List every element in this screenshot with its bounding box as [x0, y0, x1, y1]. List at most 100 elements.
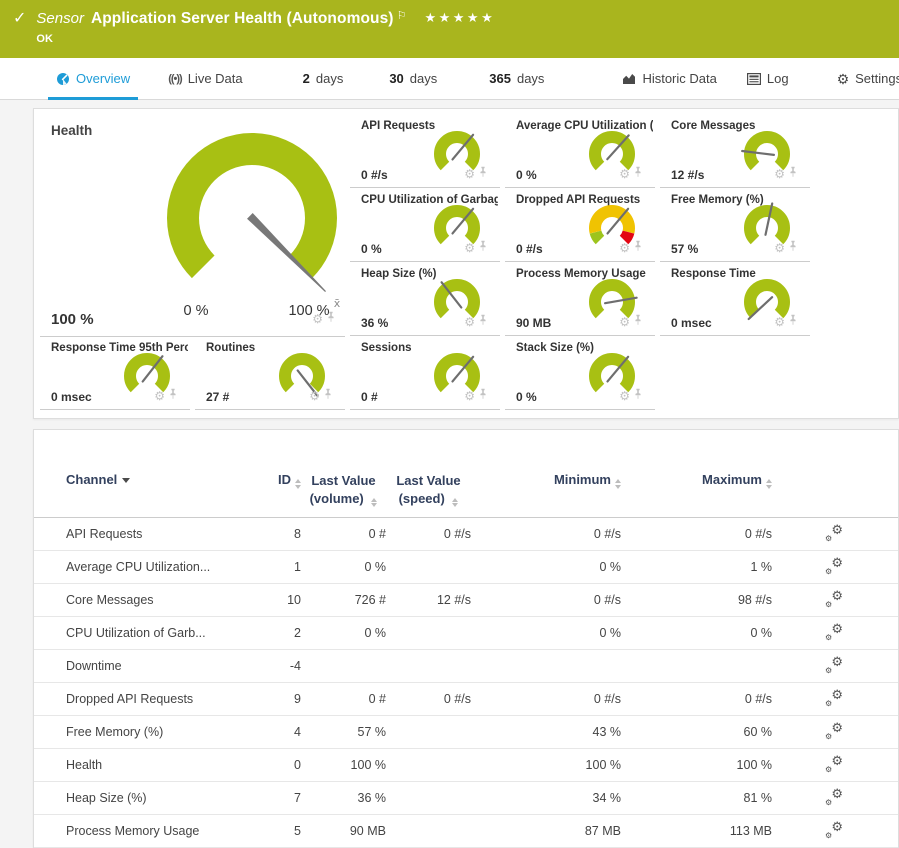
gauge-pin-icon[interactable] — [634, 165, 642, 183]
gauge-value: 36 % — [361, 316, 389, 330]
column-header-(volume)[interactable]: Last Value (volume) — [301, 472, 386, 508]
column-header-Maximum[interactable]: Maximum — [621, 472, 772, 489]
chart-icon — [622, 73, 636, 85]
gauge-settings-gear-icon[interactable]: ⚙ — [774, 167, 785, 181]
channel-settings-icon[interactable]: ⚙ ⚙ — [825, 587, 843, 609]
channel-settings-icon[interactable]: ⚙ ⚙ — [825, 686, 843, 708]
gauge-pin-icon[interactable] — [634, 313, 642, 331]
cell-actions: ⚙ ⚙ — [772, 620, 896, 643]
tab-settings[interactable]: ⚙ Settings — [829, 58, 899, 99]
channel-settings-icon[interactable]: ⚙ ⚙ — [825, 521, 843, 543]
gauge-cell-icons: ⚙ — [464, 313, 487, 331]
gauge-label: Dropped API Requests — [516, 194, 641, 206]
cell-max: 98 #/s — [737, 593, 772, 608]
gauge-value: 0 msec — [51, 390, 92, 404]
gauge-pin-icon[interactable] — [169, 387, 177, 405]
channel-settings-icon[interactable]: ⚙ ⚙ — [825, 620, 843, 642]
gauge-pin-icon[interactable] — [327, 310, 335, 328]
channel-settings-icon[interactable]: ⚙ ⚙ — [825, 818, 843, 840]
table-row: Free Memory (%) 4 57 % 43 % 60 % ⚙ ⚙ — [34, 716, 898, 750]
channel-settings-icon[interactable]: ⚙ ⚙ — [825, 752, 843, 774]
small-bottom-0-gauge-cell: Response Time 95th Percentile 0 msec ⚙ — [40, 337, 190, 410]
table-row: Process Memory Usage 5 90 MB 87 MB 113 MB ⚙ ⚙ — [34, 815, 898, 848]
gauge-settings-gear-icon[interactable]: ⚙ — [774, 315, 785, 329]
gauge-pin-icon[interactable] — [789, 239, 797, 257]
gauge-pin-icon[interactable] — [634, 387, 642, 405]
small-top-6-gauge-cell: Heap Size (%) 36 % ⚙ — [350, 263, 500, 336]
cell-min: 100 % — [585, 758, 621, 773]
gauge-cell-icons: ⚙ — [774, 313, 797, 331]
gauge-label: Free Memory (%) — [671, 194, 764, 206]
table-row: API Requests 8 0 # 0 #/s 0 #/s 0 #/s ⚙ ⚙ — [34, 518, 898, 552]
gauge-settings-gear-icon[interactable]: ⚙ — [464, 315, 475, 329]
column-header-Channel[interactable]: Channel — [34, 472, 231, 487]
health-gauge-value: 100 % — [51, 311, 94, 328]
column-header-(speed)[interactable]: Last Value (speed) — [386, 472, 471, 508]
gauge-settings-gear-icon[interactable]: ⚙ — [619, 167, 630, 181]
gauge-pin-icon[interactable] — [789, 165, 797, 183]
tab-live-data[interactable]: ((•)) Live Data — [160, 58, 250, 99]
tab-label: days — [516, 71, 545, 86]
tab-30-days[interactable]: 30 days — [381, 58, 445, 99]
channel-settings-icon[interactable]: ⚙ ⚙ — [825, 719, 843, 741]
gauge-settings-gear-icon[interactable]: ⚙ — [312, 312, 323, 326]
broadcast-icon: ((•)) — [168, 72, 182, 85]
gauge-pin-icon[interactable] — [324, 387, 332, 405]
priority-stars-icon[interactable]: ★★★★★ — [424, 10, 496, 25]
cell-channel: Average CPU Utilization... — [66, 560, 211, 575]
gauge-settings-gear-icon[interactable]: ⚙ — [464, 167, 475, 181]
cell-last_volume: 0 % — [364, 626, 386, 641]
gear-icon: ⚙ — [836, 70, 850, 87]
cell-channel: Heap Size (%) — [66, 791, 147, 806]
cell-last_volume: 36 % — [357, 791, 387, 806]
channel-settings-icon[interactable]: ⚙ ⚙ — [825, 554, 843, 576]
gauge-settings-gear-icon[interactable]: ⚙ — [154, 389, 165, 403]
gauge-label: Process Memory Usage — [516, 268, 646, 280]
gauge-value: 0 # — [361, 390, 378, 404]
cell-channel: Free Memory (%) — [66, 725, 164, 740]
cell-id: 0 — [294, 758, 301, 773]
gauge-pin-icon[interactable] — [479, 239, 487, 257]
gauge-pin-icon[interactable] — [479, 313, 487, 331]
cell-id: 9 — [294, 692, 301, 707]
gauge-pin-icon[interactable] — [479, 165, 487, 183]
gauge-settings-gear-icon[interactable]: ⚙ — [619, 241, 630, 255]
gauge-settings-gear-icon[interactable]: ⚙ — [774, 241, 785, 255]
cell-id: -4 — [289, 659, 301, 674]
gauge-settings-gear-icon[interactable]: ⚙ — [619, 389, 630, 403]
cell-channel: Process Memory Usage — [66, 824, 200, 839]
svg-text:0 %: 0 % — [184, 303, 209, 319]
tab-day-count: 2 — [302, 71, 310, 86]
gauge-label: Response Time 95th Percentile — [51, 342, 188, 354]
gauge-pin-icon[interactable] — [634, 239, 642, 257]
column-header-ID[interactable]: ID — [231, 472, 301, 489]
tab-overview[interactable]: Overview — [48, 58, 139, 100]
cell-max: 0 % — [750, 626, 772, 641]
tab-log[interactable]: Log — [739, 58, 797, 99]
gauge-pin-icon[interactable] — [479, 387, 487, 405]
gauge-cell-icons: ⚙ — [619, 387, 642, 405]
gauge-value: 12 #/s — [671, 168, 705, 182]
tab-365-days[interactable]: 365 days — [481, 58, 552, 99]
cell-actions: ⚙ ⚙ — [772, 686, 896, 709]
gauge-value: 0 #/s — [361, 168, 388, 182]
gauge-settings-gear-icon[interactable]: ⚙ — [464, 241, 475, 255]
tab-historic-data[interactable]: Historic Data — [614, 58, 724, 99]
gauge-icon — [56, 72, 70, 86]
channel-settings-icon[interactable]: ⚙ ⚙ — [825, 653, 843, 675]
column-header-Minimum[interactable]: Minimum — [471, 472, 621, 489]
gauge-value: 0 % — [361, 242, 382, 256]
gauge-settings-gear-icon[interactable]: ⚙ — [619, 315, 630, 329]
gauge-settings-gear-icon[interactable]: ⚙ — [464, 389, 475, 403]
gauge-value: 27 # — [206, 390, 230, 404]
gauge-settings-gear-icon[interactable]: ⚙ — [309, 389, 320, 403]
tab-2-days[interactable]: 2 days — [295, 58, 352, 99]
cell-last_volume: 0 # — [368, 692, 386, 707]
channel-settings-icon[interactable]: ⚙ ⚙ — [825, 785, 843, 807]
gauges-panel: Health x̄ 0 % 100 % 100 % ⚙ API Requests 0 … — [33, 108, 899, 419]
gauge-cell-icons: ⚙ — [774, 239, 797, 257]
svg-text:100 %: 100 % — [288, 303, 329, 319]
gauge-pin-icon[interactable] — [789, 313, 797, 331]
flag-icon[interactable]: ⚐ — [396, 10, 407, 22]
sort-icon — [295, 479, 301, 489]
